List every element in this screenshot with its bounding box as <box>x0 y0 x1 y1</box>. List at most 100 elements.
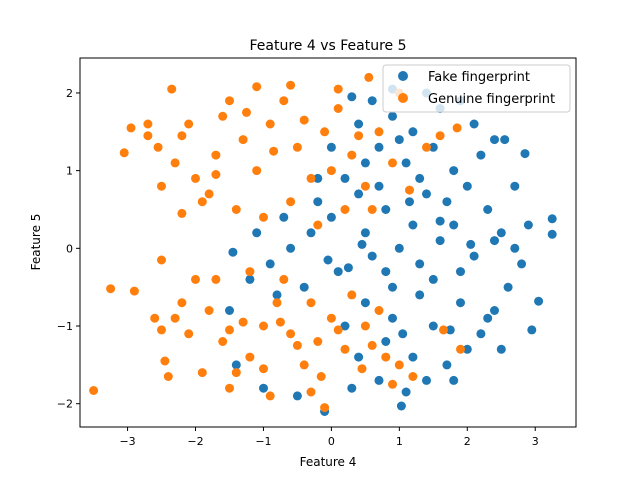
data-point <box>177 131 187 141</box>
data-point <box>211 150 221 160</box>
data-point <box>405 185 414 195</box>
data-point <box>340 173 350 183</box>
data-point <box>157 325 166 335</box>
data-point <box>408 372 418 381</box>
data-point <box>381 205 391 214</box>
data-point <box>299 115 309 125</box>
data-point <box>394 243 404 253</box>
data-point <box>360 228 370 238</box>
data-point <box>490 135 499 145</box>
data-point <box>435 131 445 141</box>
data-point <box>496 344 506 354</box>
data-point <box>299 360 309 370</box>
data-point <box>245 267 255 277</box>
data-point <box>333 104 343 113</box>
data-point <box>442 197 452 207</box>
data-point <box>374 375 384 385</box>
data-point <box>340 344 350 354</box>
data-point <box>323 255 333 265</box>
data-point <box>456 298 465 308</box>
data-point <box>306 387 316 397</box>
legend-label-genuine: Genuine fingerprint <box>428 92 555 107</box>
data-point <box>242 107 251 117</box>
data-point <box>313 220 323 230</box>
x-tick-label: −2 <box>187 435 203 448</box>
data-point <box>286 329 296 339</box>
chart-title: Feature 4 vs Feature 5 <box>249 38 406 54</box>
data-point <box>408 127 418 137</box>
data-point <box>153 142 163 152</box>
legend-marker-fake <box>398 71 408 81</box>
data-point <box>496 228 506 238</box>
data-point <box>388 158 397 168</box>
data-point <box>150 313 160 323</box>
data-point <box>415 173 425 183</box>
data-point <box>476 150 486 160</box>
data-point <box>398 329 408 339</box>
data-point <box>435 236 445 246</box>
data-point <box>228 247 238 257</box>
data-point <box>292 391 302 401</box>
data-point <box>163 372 173 381</box>
data-point <box>306 228 316 238</box>
x-tick-label: 3 <box>532 435 539 448</box>
data-point <box>483 313 493 323</box>
data-point <box>374 306 384 315</box>
data-point <box>184 119 194 129</box>
data-point <box>381 352 391 362</box>
x-tick-label: −1 <box>255 435 271 448</box>
y-tick-label: −1 <box>57 320 73 333</box>
data-point <box>279 274 289 284</box>
y-axis-label: Feature 5 <box>29 214 43 271</box>
data-point <box>225 325 234 335</box>
data-point <box>292 340 302 350</box>
data-point <box>211 274 221 284</box>
data-point <box>191 274 200 284</box>
data-point <box>269 146 279 156</box>
data-point <box>259 364 268 374</box>
data-point <box>119 148 129 158</box>
data-point <box>462 181 472 191</box>
data-point <box>490 236 499 246</box>
data-point <box>510 181 520 191</box>
x-tick-label: −3 <box>119 435 135 448</box>
data-point <box>388 282 397 292</box>
data-point <box>265 119 275 129</box>
data-point <box>177 298 187 308</box>
x-tick-label: 1 <box>396 435 403 448</box>
data-point <box>462 344 472 354</box>
data-point <box>211 170 221 179</box>
data-point <box>225 96 234 106</box>
data-point <box>157 255 166 265</box>
data-point <box>177 208 187 218</box>
data-point <box>259 383 268 393</box>
data-point <box>231 205 241 214</box>
data-point <box>381 267 391 277</box>
data-point <box>401 158 411 168</box>
data-point <box>170 313 180 323</box>
data-point <box>500 135 510 145</box>
data-point <box>167 84 177 94</box>
data-point <box>354 119 364 129</box>
data-point <box>320 127 330 137</box>
data-point <box>218 337 228 346</box>
data-point <box>218 111 228 121</box>
data-point <box>456 344 465 354</box>
data-point <box>367 251 377 261</box>
data-point <box>476 329 486 339</box>
data-point <box>326 166 336 176</box>
data-point <box>333 325 343 335</box>
data-point <box>170 158 180 168</box>
data-point <box>469 251 479 261</box>
data-point <box>445 325 455 335</box>
data-point <box>388 379 397 389</box>
data-point <box>527 325 537 335</box>
data-point <box>360 181 370 191</box>
data-point <box>469 119 479 129</box>
data-point <box>275 317 285 327</box>
data-point <box>306 298 316 308</box>
data-point <box>313 337 323 346</box>
data-point <box>422 142 431 152</box>
data-point <box>422 189 431 199</box>
data-point <box>354 189 364 199</box>
